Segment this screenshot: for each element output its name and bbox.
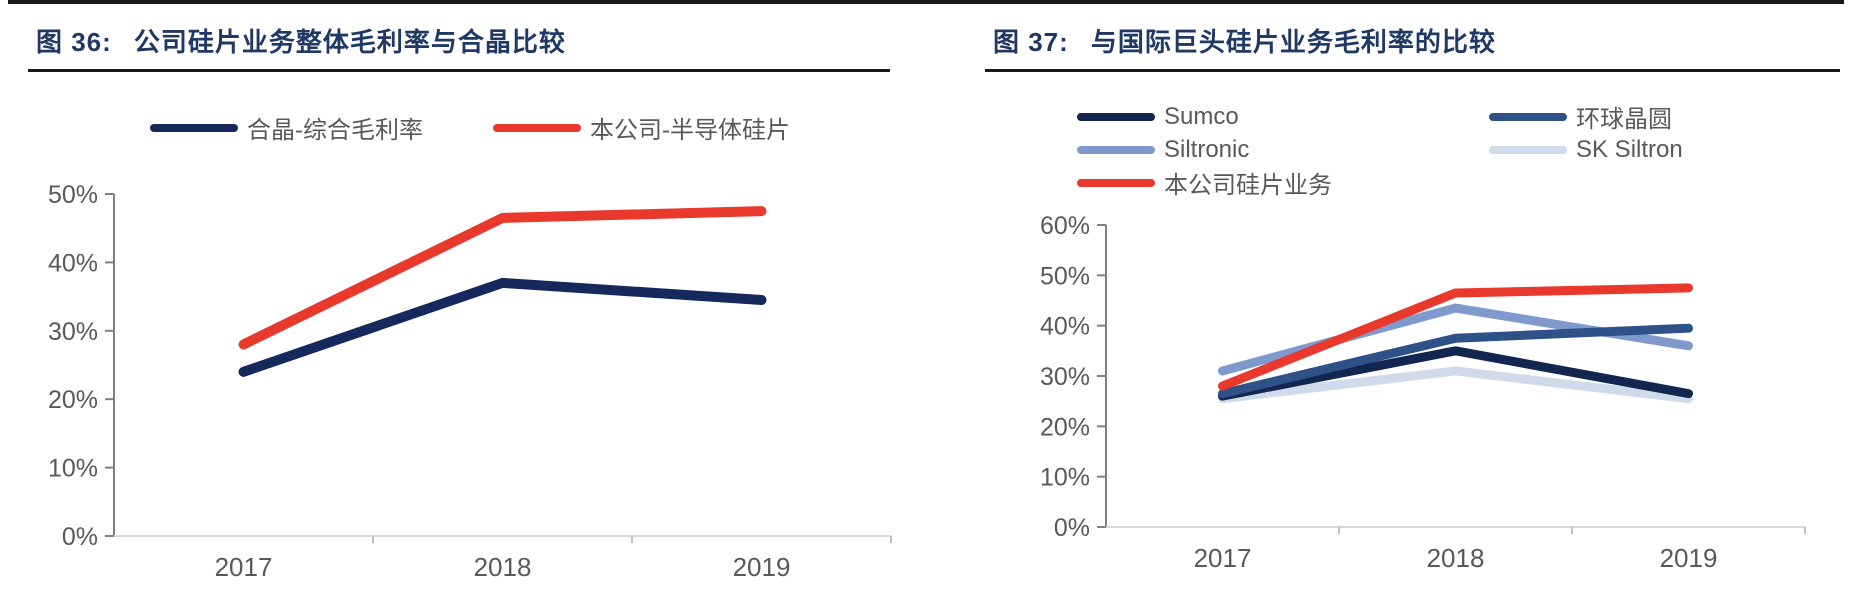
y-tick-label: 40%	[48, 249, 98, 277]
y-tick-label: 40%	[1040, 313, 1090, 341]
legend-label: 合晶-综合毛利率	[247, 117, 423, 144]
y-tick-label: 60%	[1040, 212, 1090, 240]
legend-swatch	[1077, 112, 1155, 121]
y-tick-label: 0%	[1054, 514, 1090, 542]
figure-37-title-text: 与国际巨头硅片业务毛利率的比较	[1090, 27, 1496, 57]
legend-item: 本公司硅片业务	[1077, 165, 1489, 200]
series-line-2	[238, 206, 767, 350]
series-line-1	[238, 277, 767, 377]
top-rule	[8, 0, 1844, 4]
legend-label: 本公司-半导体硅片	[590, 117, 790, 144]
y-tick-label: 20%	[48, 386, 98, 414]
figure-37-line-chart: 0% 10% 20% 30% 40% 50% 60% 2017 2018 2019	[1040, 212, 1806, 573]
y-tick-label: 50%	[1040, 262, 1090, 290]
y-tick-label: 20%	[1040, 413, 1090, 441]
legend-swatch	[493, 123, 581, 132]
figure-37-legend: Sumco 环球晶圆 Siltronic SK Siltron 本公司硅片业务	[1077, 100, 1847, 199]
x-category-label: 2019	[733, 552, 791, 582]
legend-swatch	[1489, 145, 1567, 154]
x-category-label: 2019	[1660, 543, 1718, 573]
figure-36-legend: 合晶-综合毛利率 本公司-半导体硅片	[30, 110, 910, 145]
legend-swatch	[1489, 112, 1567, 121]
series-line-4	[1218, 366, 1693, 404]
x-category-label: 2018	[1427, 543, 1485, 573]
legend-swatch	[1077, 178, 1155, 187]
figure-37-label: 图 37:	[993, 27, 1069, 57]
figure-36-line-chart: 0% 10% 20% 30% 40% 50% 2017 2018 2019	[48, 181, 892, 582]
figure-37-title: 图 37: 与国际巨头硅片业务毛利率的比较	[993, 22, 1496, 59]
figure-36-title-rule	[28, 69, 890, 72]
y-tick-label: 0%	[62, 523, 98, 551]
legend-item: 合晶-综合毛利率	[150, 110, 423, 145]
legend-item: Sumco	[1077, 103, 1489, 131]
legend-item: 环球晶圆	[1489, 99, 1847, 134]
legend-label: Sumco	[1164, 102, 1239, 130]
legend-item: 本公司-半导体硅片	[493, 110, 790, 145]
series-line-1	[1218, 346, 1693, 401]
y-tick-label: 10%	[48, 455, 98, 483]
figure-36-label: 图 36:	[36, 27, 112, 57]
figure-36-title-text: 公司硅片业务整体毛利率与合晶比较	[133, 27, 566, 57]
y-tick-label: 30%	[1040, 363, 1090, 391]
legend-item: SK Siltron	[1489, 136, 1847, 164]
y-tick-label: 30%	[48, 318, 98, 346]
legend-item: Siltronic	[1077, 136, 1489, 164]
series-line-2	[1218, 323, 1693, 399]
figure-37-title-rule	[985, 69, 1840, 72]
y-tick-label: 50%	[48, 181, 98, 209]
figure-36-title: 图 36: 公司硅片业务整体毛利率与合晶比较	[36, 22, 566, 59]
legend-label: SK Siltron	[1576, 135, 1683, 163]
series-line-5	[1218, 283, 1693, 391]
legend-swatch	[1077, 145, 1155, 154]
x-category-label: 2017	[1194, 543, 1252, 573]
legend-label: Siltronic	[1164, 135, 1250, 163]
legend-swatch	[150, 123, 238, 132]
x-category-label: 2017	[215, 552, 273, 582]
legend-label: 本公司硅片业务	[1164, 172, 1332, 199]
legend-label: 环球晶圆	[1576, 106, 1672, 133]
x-category-label: 2018	[474, 552, 532, 582]
y-tick-label: 10%	[1040, 464, 1090, 492]
